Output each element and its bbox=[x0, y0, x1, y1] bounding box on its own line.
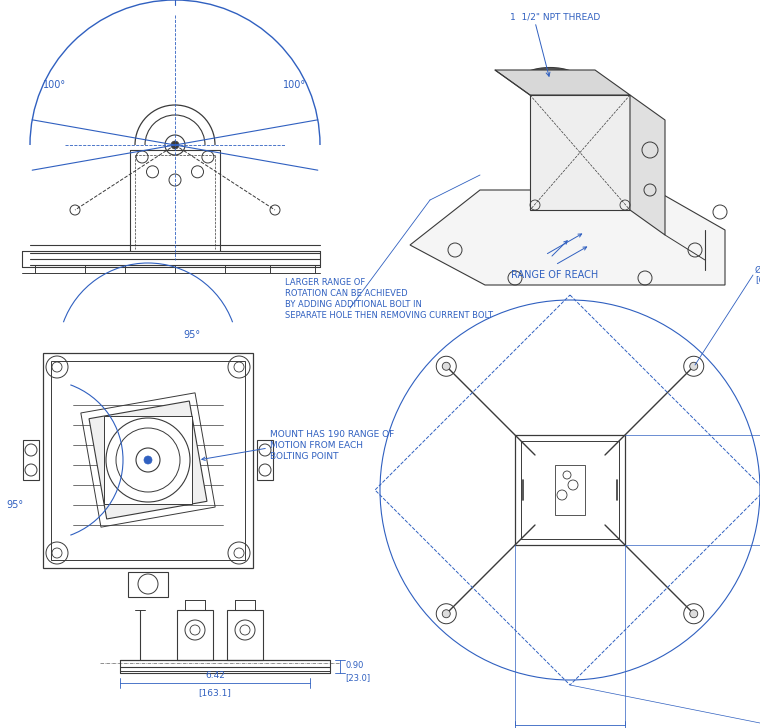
Circle shape bbox=[442, 610, 450, 618]
Circle shape bbox=[690, 610, 698, 618]
Text: 0.90: 0.90 bbox=[345, 662, 363, 670]
Text: [163.1]: [163.1] bbox=[198, 688, 232, 697]
Circle shape bbox=[690, 363, 698, 371]
Polygon shape bbox=[104, 416, 192, 504]
Bar bbox=[555, 465, 585, 515]
Text: RANGE OF REACH: RANGE OF REACH bbox=[511, 270, 599, 280]
Text: [6.4]: [6.4] bbox=[755, 275, 760, 285]
Text: 1  1/2" NPT THREAD: 1 1/2" NPT THREAD bbox=[510, 12, 600, 21]
Text: 6.42: 6.42 bbox=[205, 671, 225, 680]
Text: 100°: 100° bbox=[43, 80, 67, 90]
Polygon shape bbox=[89, 401, 207, 519]
Circle shape bbox=[171, 141, 179, 149]
Bar bbox=[177, 610, 213, 660]
Text: Ø0.25: Ø0.25 bbox=[755, 266, 760, 274]
Bar bbox=[515, 435, 625, 545]
Ellipse shape bbox=[525, 70, 575, 90]
Text: 100°: 100° bbox=[283, 80, 306, 90]
Text: MOUNT HAS 190 RANGE OF
MOTION FROM EACH
BOLTING POINT: MOUNT HAS 190 RANGE OF MOTION FROM EACH … bbox=[270, 430, 394, 462]
Ellipse shape bbox=[520, 68, 580, 92]
Circle shape bbox=[144, 456, 152, 464]
Text: LARGER RANGE OF
ROTATION CAN BE ACHIEVED
BY ADDING ADDITIONAL BOLT IN
SEPARATE H: LARGER RANGE OF ROTATION CAN BE ACHIEVED… bbox=[285, 278, 493, 320]
Bar bbox=[51, 361, 245, 560]
Polygon shape bbox=[630, 95, 665, 235]
Polygon shape bbox=[410, 190, 725, 285]
Text: 95°: 95° bbox=[183, 330, 200, 340]
Text: [23.0]: [23.0] bbox=[345, 673, 370, 682]
Bar bbox=[128, 572, 168, 597]
Polygon shape bbox=[495, 70, 630, 95]
Bar bbox=[521, 441, 619, 539]
Text: 95°: 95° bbox=[6, 500, 24, 510]
Bar bbox=[23, 440, 39, 480]
Bar bbox=[257, 440, 273, 480]
Bar bbox=[227, 610, 263, 660]
Polygon shape bbox=[530, 95, 630, 210]
Bar bbox=[43, 353, 253, 568]
Circle shape bbox=[442, 363, 450, 371]
